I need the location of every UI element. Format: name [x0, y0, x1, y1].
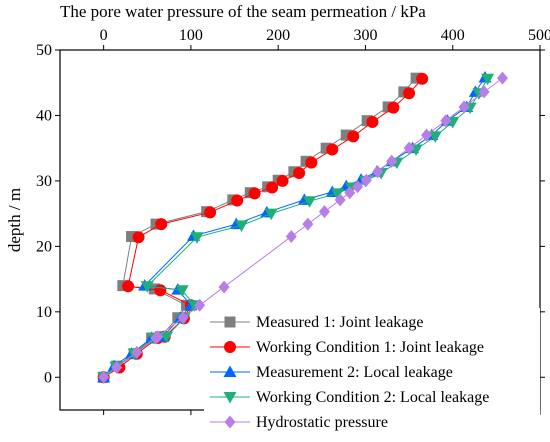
data-point [98, 370, 110, 384]
data-point [458, 100, 470, 114]
data-point [154, 284, 167, 297]
data-point [152, 330, 164, 344]
data-point [131, 345, 143, 359]
data-point [302, 217, 314, 231]
data-point [177, 311, 189, 325]
series-layer [97, 70, 508, 384]
y-tick-label: 50 [36, 42, 52, 59]
data-point [347, 130, 360, 143]
data-point [386, 154, 398, 168]
data-point [293, 167, 306, 180]
legend-item: Working Condition 1: Joint leakage [210, 339, 484, 356]
data-point [175, 285, 189, 297]
y-tick-label: 40 [36, 107, 52, 124]
legend-label: Working Condition 2: Local leakage [256, 389, 489, 406]
data-point [111, 360, 123, 374]
y-tick-label: 20 [36, 238, 52, 255]
data-point [159, 331, 173, 344]
data-point [126, 231, 138, 243]
x-tick-label: 300 [353, 27, 377, 44]
data-point [140, 281, 154, 293]
data-point [416, 72, 429, 85]
y-axis-title: depth / m [5, 188, 24, 252]
data-point [331, 188, 345, 200]
series-5 [98, 71, 508, 384]
legend-item: Measurement 2: Local leakage [210, 364, 453, 381]
data-point [403, 87, 416, 100]
legend: Measured 1: Joint leakage Working Conditi… [204, 308, 540, 438]
data-point [340, 129, 352, 141]
data-point [218, 280, 230, 294]
data-point [264, 208, 278, 221]
x-tick-label: 500 [528, 27, 550, 44]
y-tick-label: 30 [36, 173, 52, 190]
legend-marker [224, 316, 236, 328]
data-point [235, 220, 249, 232]
data-point [352, 180, 364, 194]
data-point [194, 298, 206, 312]
x-tick-label: 100 [179, 27, 203, 44]
legend-label: Hydrostatic pressure [256, 414, 388, 431]
data-point [155, 218, 168, 231]
data-point [478, 85, 490, 99]
x-tick-label: 400 [441, 27, 465, 44]
data-point [366, 116, 379, 128]
legend-marker [223, 392, 237, 404]
data-point [410, 72, 422, 84]
data-point [303, 196, 317, 208]
legend-box [204, 308, 540, 438]
data-point [481, 73, 495, 86]
data-point [344, 186, 356, 200]
legend-marker [224, 341, 236, 353]
x-tick-label: 0 [100, 27, 108, 44]
data-point [305, 156, 318, 169]
data-point [285, 230, 297, 244]
legend-label: Working Condition 1: Joint leakage [256, 339, 484, 356]
data-point [496, 71, 508, 85]
data-point [403, 141, 415, 155]
data-point [266, 181, 279, 194]
legend-item: Hydrostatic pressure [210, 414, 388, 431]
data-point [204, 206, 217, 219]
x-axis-title: The pore water pressure of the seam perm… [60, 2, 426, 21]
data-point [428, 131, 442, 143]
legend-item: Measured 1: Joint leakage [210, 314, 424, 331]
y-tick-label: 0 [44, 369, 52, 386]
data-point [334, 193, 346, 207]
legend-label: Measurement 2: Local leakage [256, 364, 453, 381]
y-tick-label: 10 [36, 304, 52, 321]
data-point [440, 114, 452, 128]
legend-item: Working Condition 2: Local leakage [210, 389, 489, 406]
data-point [326, 143, 339, 156]
data-point [122, 280, 135, 293]
data-point [276, 174, 289, 187]
data-point [372, 165, 384, 179]
data-point [360, 173, 372, 187]
data-point [318, 205, 330, 219]
data-point [421, 128, 433, 142]
legend-marker [223, 365, 237, 377]
x-tick-label: 200 [266, 27, 290, 44]
data-point [148, 283, 160, 295]
data-point [320, 142, 332, 154]
data-point [248, 187, 261, 200]
data-point [387, 101, 400, 114]
data-point [132, 231, 145, 244]
data-point [190, 232, 204, 244]
legend-marker [224, 415, 236, 429]
legend-label: Measured 1: Joint leakage [256, 314, 424, 331]
data-point [231, 194, 244, 207]
